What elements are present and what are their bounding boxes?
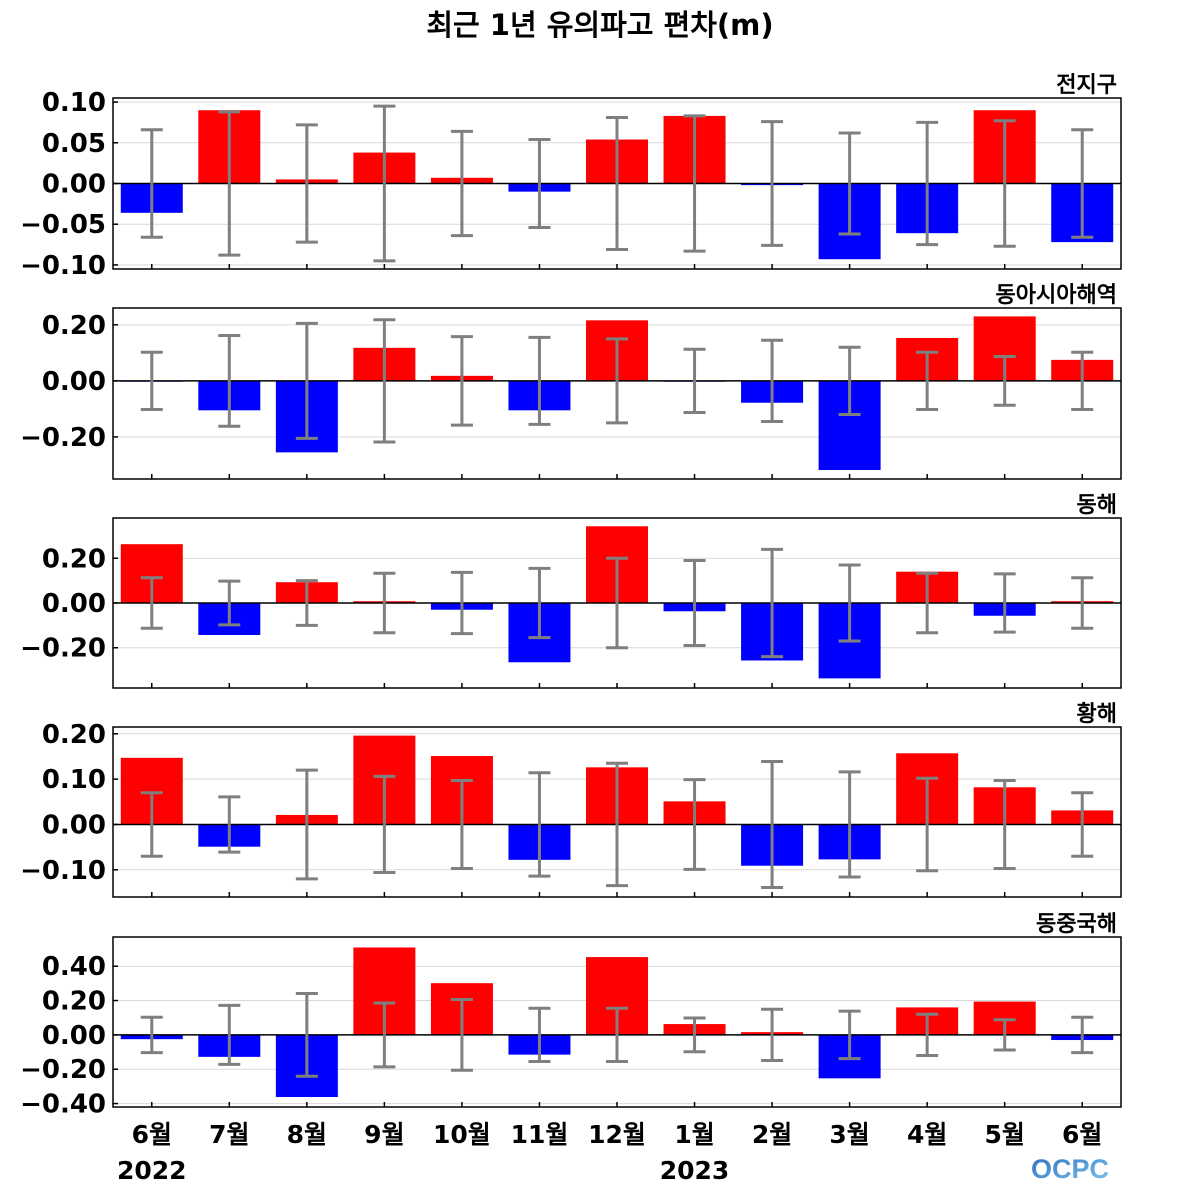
- x-tick-label: 4월: [907, 1120, 947, 1149]
- panel-title: 전지구: [1056, 73, 1117, 98]
- y-tick-label: 0.10: [42, 765, 106, 795]
- x-tick-label: 11월: [511, 1120, 569, 1149]
- y-tick-label: −0.10: [20, 856, 106, 886]
- y-tick-label: 0.20: [42, 720, 106, 750]
- y-tick-label: 0.00: [42, 589, 106, 619]
- year-label: 2022: [117, 1156, 187, 1185]
- y-tick-label: −0.20: [20, 423, 106, 453]
- y-tick-label: 0.00: [42, 170, 106, 200]
- y-tick-label: −0.05: [20, 210, 106, 240]
- x-tick-label: 1월: [674, 1120, 714, 1149]
- panel-title: 동중국해: [1036, 912, 1117, 937]
- x-tick-label: 5월: [984, 1120, 1024, 1149]
- x-tick-label: 9월: [364, 1120, 404, 1149]
- y-tick-label: 0.40: [42, 952, 106, 982]
- y-tick-label: 0.00: [42, 1021, 106, 1051]
- logo-text: OCPC: [1031, 1154, 1109, 1184]
- x-tick-label: 8월: [287, 1120, 327, 1149]
- y-tick-label: −0.10: [20, 251, 106, 281]
- y-tick-label: 0.20: [42, 544, 106, 574]
- y-tick-label: 0.20: [42, 311, 106, 341]
- y-tick-label: −0.40: [20, 1090, 106, 1120]
- x-tick-label: 12월: [588, 1120, 646, 1149]
- y-tick-label: −0.20: [20, 634, 106, 664]
- ocpc-logo: OCPC: [1031, 1154, 1109, 1184]
- panel-title: 동아시아해역: [996, 283, 1117, 308]
- panel-title: 동해: [1077, 493, 1117, 518]
- y-tick-label: 0.20: [42, 987, 106, 1017]
- x-tick-label: 6월: [132, 1120, 172, 1149]
- x-tick-label: 7월: [209, 1120, 249, 1149]
- panel-title: 황해: [1077, 702, 1117, 727]
- chart-title: 최근 1년 유의파고 편차(m): [426, 8, 774, 42]
- x-tick-label: 3월: [829, 1120, 869, 1149]
- x-tick-label: 2월: [752, 1120, 792, 1149]
- x-tick-label: 6월: [1062, 1120, 1102, 1149]
- x-tick-label: 10월: [433, 1120, 491, 1149]
- year-label: 2023: [660, 1156, 730, 1185]
- y-tick-label: −0.20: [20, 1055, 106, 1085]
- y-tick-label: 0.00: [42, 810, 106, 840]
- y-tick-label: 0.10: [42, 88, 106, 118]
- y-tick-label: 0.00: [42, 367, 106, 397]
- y-tick-label: 0.05: [42, 129, 106, 159]
